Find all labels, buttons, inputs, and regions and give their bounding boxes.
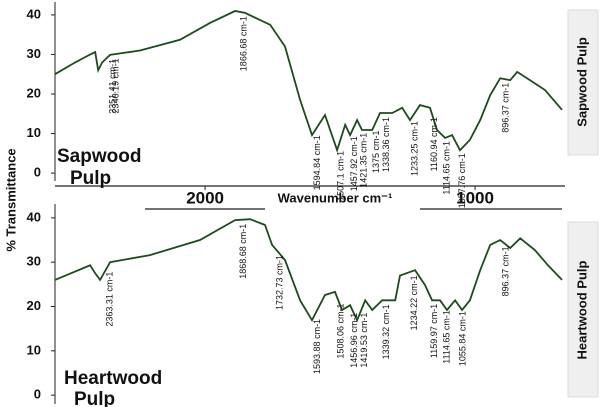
peak-label: 1114.65 cm-1 (441, 310, 451, 364)
y-tick-label: 10 (27, 342, 41, 357)
peak-label: 1593.88 cm-1 (312, 319, 322, 374)
peak-label: 1375 cm-1 (371, 130, 381, 173)
peak-label: 896.37 cm-1 (500, 83, 510, 133)
y-tick-label: 0 (34, 387, 41, 402)
panel-label: Heartwood Pulp (574, 260, 589, 359)
y-tick-label: 30 (27, 254, 41, 269)
peak-label: 1456.96 cm-1 (349, 313, 359, 368)
inner-label: Pulp (70, 168, 111, 189)
peak-label: 896.37 cm-1 (500, 246, 510, 296)
x-axis-label: Wavenumber cm⁻¹ (278, 190, 393, 205)
peak-label: 1234.22 cm-1 (409, 275, 419, 330)
y-tick-label: 40 (27, 6, 41, 21)
y-tick-label: 20 (27, 85, 41, 100)
y-tick-label: 30 (27, 46, 41, 61)
peak-label: 1868.68 cm-1 (238, 224, 248, 279)
side-label-box (567, 221, 599, 398)
peak-label: 1055.84 cm-1 (457, 311, 467, 366)
peak-label: 1233.25 cm-1 (409, 121, 419, 176)
y-tick-label: 20 (27, 298, 41, 313)
spectrum-line (54, 218, 563, 323)
peak-label: 1419.53 cm-1 (359, 313, 369, 368)
side-label-box (567, 9, 599, 156)
y-tick-label: 0 (34, 165, 41, 180)
peak-label: 1594.84 cm-1 (312, 135, 322, 190)
y-tick-label: 10 (27, 125, 41, 140)
peak-label: 1421.35 cm-1 (359, 133, 369, 188)
peak-label: 2340.19 cm-1 (111, 58, 121, 113)
peak-label: 1732.73 cm-1 (275, 255, 285, 310)
x-tick-label: 2000 (186, 188, 224, 207)
inner-label: Sapwood (57, 146, 141, 167)
inner-label: Pulp (74, 389, 115, 407)
peak-label: 1457.92 cm-1 (349, 136, 359, 191)
x-tick-label: 1000 (456, 188, 494, 207)
peak-label: 1160.94 cm-1 (429, 117, 439, 171)
panel-label: Sapwood Pulp (574, 37, 589, 127)
peak-label: 1339.32 cm-1 (381, 304, 391, 359)
peak-label: 2351.41 cm-1 (108, 59, 118, 114)
inner-label: Heartwood (64, 368, 162, 389)
peak-label: 1057.76 cm-1 (457, 153, 467, 208)
peak-label: 1507.1 cm-1 (336, 151, 346, 201)
peak-label: 1508.06 cm-1 (335, 304, 345, 359)
peak-label: 1866.68 cm-1 (238, 16, 248, 71)
spectrum-line (54, 10, 563, 154)
peak-label: 1114.65 cm-1 (441, 141, 451, 195)
peak-label: 1338.36 cm-1 (381, 117, 391, 172)
peak-label: 2363.31 cm-1 (104, 272, 114, 327)
y-tick-label: 40 (27, 209, 41, 224)
peak-label: 1159.97 cm-1 (429, 304, 439, 358)
y-axis-label: % Transmittance (3, 148, 18, 251)
